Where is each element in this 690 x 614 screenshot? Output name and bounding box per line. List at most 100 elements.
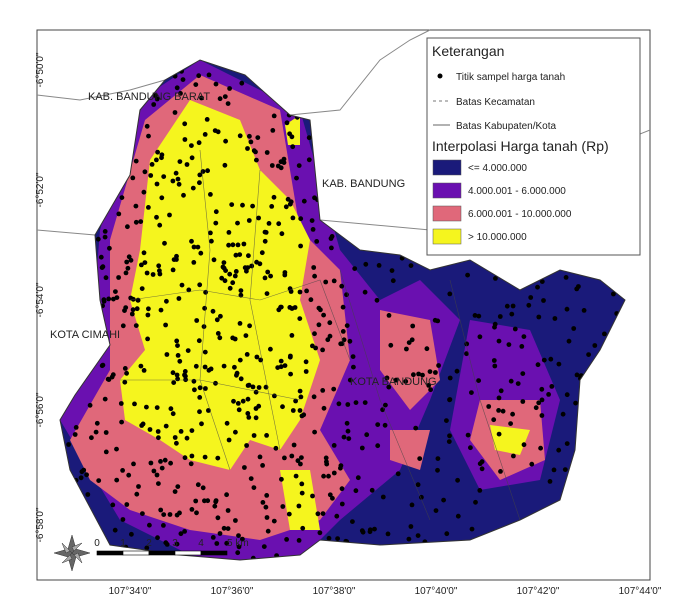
sample-point (163, 540, 169, 546)
sample-point (406, 536, 412, 542)
sample-point (111, 296, 116, 302)
sample-point (174, 541, 180, 547)
sample-point (144, 404, 149, 410)
scale-segment (148, 550, 176, 556)
sample-point (256, 215, 261, 221)
sample-point (473, 499, 478, 505)
sample-point (222, 94, 228, 99)
sample-point (114, 477, 120, 483)
sample-point (331, 278, 337, 284)
sample-point (171, 257, 177, 262)
legend-item: Batas Kecamatan (456, 97, 535, 108)
sample-point (374, 297, 380, 303)
sample-point (133, 219, 139, 225)
sample-point (215, 455, 221, 461)
sample-point (260, 500, 266, 505)
legend-swatch (432, 159, 462, 176)
sample-point (447, 433, 452, 439)
sample-point (432, 317, 438, 323)
region-label: KAB. BANDUNG (322, 178, 405, 190)
sample-point (602, 331, 607, 337)
sample-point (164, 352, 170, 357)
sample-point (125, 224, 130, 230)
sample-point (240, 398, 246, 404)
sample-point (197, 180, 202, 186)
sample-point (372, 526, 377, 532)
sample-point (510, 303, 516, 309)
sample-point (203, 386, 208, 391)
legend-item: 4.000.001 - 6.000.000 (468, 186, 566, 197)
sample-point (170, 370, 176, 376)
lon-label: 107°36'0" (211, 586, 254, 597)
sample-point (237, 321, 243, 326)
legend-title: Keterangan (432, 43, 504, 59)
sample-point (126, 472, 132, 478)
sample-point (161, 512, 167, 517)
sample-point (247, 323, 253, 329)
sample-point (213, 220, 219, 226)
sample-point (120, 323, 126, 329)
sample-point (297, 316, 303, 321)
sample-point (217, 531, 223, 536)
sample-point (444, 531, 450, 537)
sample-point (286, 511, 292, 517)
sample-point (232, 273, 238, 279)
sample-point (213, 209, 219, 215)
sample-point (122, 366, 128, 371)
lon-label: 107°34'0" (109, 586, 152, 597)
sample-point (120, 517, 126, 522)
sample-point (192, 387, 197, 393)
sample-point (521, 442, 527, 448)
region-label: KOTA BANDUNG (350, 376, 437, 388)
sample-point (237, 252, 243, 257)
sample-point (271, 113, 277, 119)
sample-point (193, 82, 199, 87)
sample-point (195, 482, 201, 488)
sample-point (353, 400, 359, 405)
sample-point (334, 513, 340, 519)
sample-point (194, 510, 199, 516)
sample-point (382, 422, 388, 428)
sample-point (320, 347, 325, 353)
sample-point (213, 499, 219, 505)
sample-point (257, 454, 263, 460)
sample-point (393, 377, 399, 383)
sample-point (168, 460, 174, 466)
sample-point (221, 265, 227, 271)
sample-point (240, 536, 245, 542)
sample-point (486, 404, 492, 409)
sample-point (564, 392, 570, 398)
sample-point (219, 275, 225, 281)
sample-point (447, 397, 453, 402)
sample-point (264, 150, 270, 155)
sample-point (509, 311, 515, 317)
sample-point (506, 342, 512, 347)
sample-point (157, 268, 162, 274)
sample-point (500, 408, 506, 414)
sample-point (476, 313, 482, 319)
sample-point (235, 401, 241, 406)
sample-point (492, 324, 497, 330)
sample-point (278, 165, 284, 171)
sample-point (576, 284, 581, 289)
sample-point (162, 240, 167, 246)
sample-point (415, 482, 421, 488)
sample-point (253, 415, 259, 421)
sample-point (225, 101, 231, 106)
sample-point (446, 439, 452, 444)
sample-point (330, 495, 335, 501)
sample-point (311, 394, 317, 400)
sample-point (235, 242, 241, 248)
sample-point (562, 467, 568, 472)
sample-point (250, 384, 256, 390)
sample-point (369, 487, 375, 493)
sample-point (66, 442, 71, 447)
sample-point (268, 346, 273, 352)
sample-point (244, 268, 249, 274)
sample-point (119, 195, 125, 201)
legend-item: Batas Kabupaten/Kota (456, 121, 557, 132)
sample-point (468, 445, 473, 451)
sample-point (204, 117, 210, 122)
city-boundary (59, 59, 626, 561)
sample-point (327, 320, 333, 326)
